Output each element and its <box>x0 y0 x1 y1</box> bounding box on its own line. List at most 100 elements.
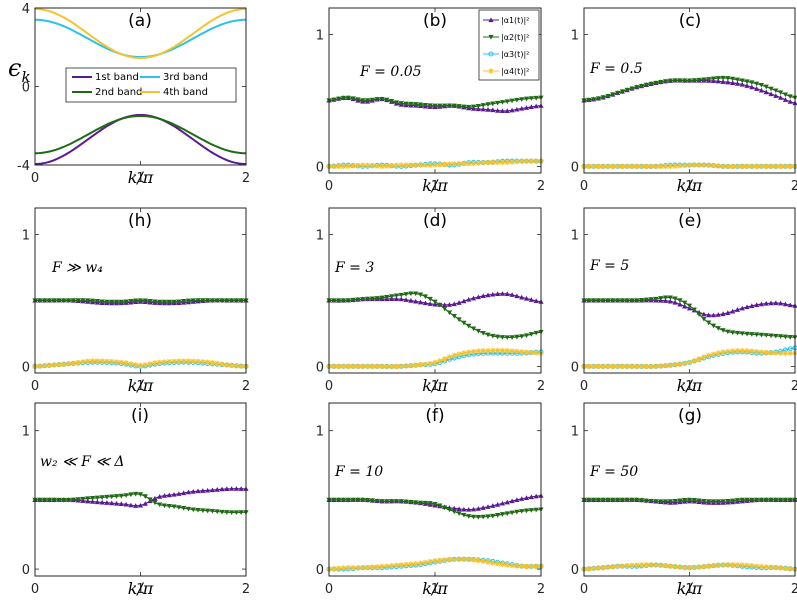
series-marker-4 <box>682 564 688 571</box>
series-marker-2 <box>490 101 496 107</box>
series-marker-4 <box>389 363 395 370</box>
series-marker-4 <box>331 163 337 170</box>
series-marker-2 <box>224 510 230 515</box>
series-marker-4 <box>749 563 755 569</box>
series-marker-2 <box>200 508 206 514</box>
series-marker-2 <box>470 326 477 332</box>
series-marker-4 <box>209 360 216 366</box>
x-tick-label: 0 <box>325 582 333 597</box>
series-marker-4 <box>403 561 409 568</box>
series-marker-4 <box>586 363 592 369</box>
series-marker-4 <box>658 562 664 568</box>
series-marker-2 <box>233 298 240 303</box>
y-tick-label: 0 <box>22 81 30 96</box>
series-marker-2 <box>398 292 404 298</box>
series-marker-2 <box>754 81 760 87</box>
plot-area <box>329 208 541 373</box>
series-marker-4 <box>233 363 240 369</box>
series-marker-4 <box>41 363 48 369</box>
series-marker-2 <box>461 512 467 518</box>
series-marker-4 <box>701 564 707 570</box>
series-marker-4 <box>763 564 769 570</box>
series-marker-1 <box>499 291 506 296</box>
series-marker-4 <box>715 163 721 169</box>
series-marker-4 <box>504 159 510 165</box>
series-marker-4 <box>768 163 774 169</box>
series-marker-2 <box>586 298 592 303</box>
series-marker-4 <box>610 564 616 570</box>
series-marker-2 <box>706 499 712 504</box>
series-marker-2 <box>224 298 230 303</box>
series-marker-1 <box>181 490 187 496</box>
series-marker-4 <box>710 351 717 357</box>
series-marker-1 <box>768 300 774 306</box>
series-marker-1 <box>523 105 530 110</box>
series-marker-4 <box>504 562 510 568</box>
series-marker-2 <box>70 497 76 503</box>
x-axis-label: k/π <box>422 376 448 395</box>
series-marker-2 <box>682 498 688 503</box>
series-marker-1 <box>528 297 534 302</box>
series-marker-2 <box>209 298 216 303</box>
series-marker-1 <box>778 95 784 100</box>
series-marker-4 <box>379 163 385 169</box>
series-marker-2 <box>152 299 158 305</box>
series-marker-1 <box>662 298 669 303</box>
series-marker-2 <box>782 92 789 98</box>
series-marker-2 <box>417 102 424 108</box>
series-marker-4 <box>331 363 337 369</box>
series-marker-4 <box>185 358 192 364</box>
x-tick-label: 1 <box>136 171 144 186</box>
series-marker-2 <box>104 494 110 500</box>
x-axis-label: k/π <box>128 376 154 395</box>
series-marker-2 <box>533 507 539 513</box>
plot-area <box>584 208 795 373</box>
series-marker-4 <box>706 352 712 358</box>
series-marker-1 <box>133 503 139 508</box>
series-marker-2 <box>80 496 86 502</box>
series-marker-2 <box>470 514 477 520</box>
series-marker-1 <box>778 300 784 306</box>
series-marker-2 <box>466 323 472 329</box>
series-marker-4 <box>355 565 361 571</box>
series-marker-1 <box>495 291 501 296</box>
series-marker-2 <box>137 492 144 497</box>
series-marker-1 <box>744 304 750 310</box>
series-marker-2 <box>369 296 375 302</box>
series-marker-1 <box>682 303 688 309</box>
series-marker-1 <box>461 506 467 512</box>
x-tick-label: 1 <box>685 379 693 394</box>
series-marker-4 <box>514 563 520 569</box>
series-marker-4 <box>730 348 736 354</box>
series-marker-2 <box>706 320 712 326</box>
series-marker-2 <box>51 298 57 303</box>
series-marker-2 <box>461 320 467 326</box>
series-marker-4 <box>417 362 424 368</box>
series-marker-1 <box>185 489 192 495</box>
series-marker-1 <box>773 93 779 98</box>
x-axis-label: k/π <box>128 579 154 598</box>
plot-area <box>584 8 795 173</box>
series-marker-2 <box>782 334 789 340</box>
series-marker-2 <box>730 76 736 82</box>
series-marker-1 <box>466 296 472 302</box>
series-marker-2 <box>229 510 235 516</box>
series-marker-4 <box>528 349 534 356</box>
x-tick-label: 2 <box>791 179 797 194</box>
series-marker-1 <box>763 89 769 95</box>
series-marker-2 <box>166 299 172 305</box>
series-marker-1 <box>485 504 491 509</box>
series-marker-1 <box>749 84 755 90</box>
series-marker-4 <box>336 565 342 571</box>
series-marker-1 <box>104 500 110 505</box>
series-marker-4 <box>340 363 347 369</box>
x-tick-label: 2 <box>242 171 250 186</box>
series-marker-2 <box>408 500 414 505</box>
series-marker-4 <box>744 163 750 169</box>
series-marker-1 <box>725 79 731 85</box>
series-marker-4 <box>393 562 400 568</box>
series-marker-4 <box>432 162 438 168</box>
series-marker-4 <box>749 163 755 169</box>
series-marker-1 <box>523 295 530 301</box>
